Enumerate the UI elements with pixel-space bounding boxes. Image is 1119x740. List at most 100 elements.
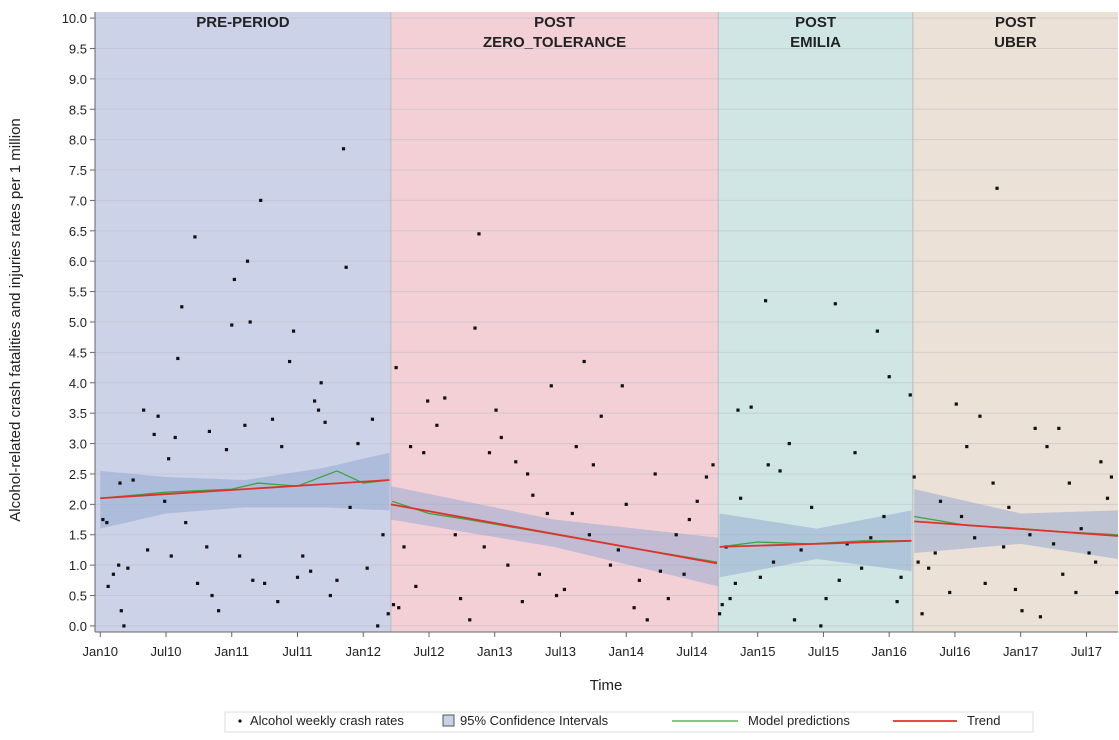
data-point bbox=[205, 545, 209, 549]
confidence-band bbox=[100, 452, 390, 529]
y-tick-label: 1.0 bbox=[69, 558, 87, 573]
y-axis-title: Alcohol-related crash fatalities and inj… bbox=[7, 118, 24, 522]
data-point bbox=[720, 603, 724, 607]
data-point bbox=[506, 563, 510, 567]
data-point bbox=[169, 554, 173, 558]
confidence-band bbox=[914, 489, 1118, 560]
legend-box bbox=[224, 711, 1034, 733]
data-point bbox=[152, 432, 156, 437]
data-point bbox=[875, 329, 879, 333]
period-label: EMILIA bbox=[790, 34, 841, 51]
data-point bbox=[912, 475, 916, 479]
y-tick-label: 1.5 bbox=[69, 528, 87, 543]
data-point bbox=[335, 578, 339, 582]
data-point bbox=[1094, 560, 1098, 564]
x-tick-label: Jan16 bbox=[871, 644, 906, 659]
data-point bbox=[443, 396, 447, 400]
data-point bbox=[973, 536, 977, 540]
data-point bbox=[402, 545, 406, 549]
data-point bbox=[482, 545, 486, 549]
data-point bbox=[728, 596, 732, 601]
data-point bbox=[167, 457, 171, 461]
data-point bbox=[899, 575, 903, 579]
legend-label: Alcohol weekly crash rates bbox=[250, 713, 404, 728]
x-tick-label: Jul12 bbox=[413, 644, 444, 659]
data-point bbox=[682, 572, 686, 576]
data-point bbox=[365, 566, 369, 570]
data-point bbox=[599, 414, 603, 418]
data-point bbox=[259, 198, 263, 203]
data-point bbox=[845, 542, 849, 546]
data-point bbox=[348, 505, 352, 509]
data-point bbox=[238, 554, 242, 558]
data-point bbox=[549, 384, 553, 388]
data-point bbox=[824, 596, 828, 601]
data-point bbox=[376, 624, 380, 628]
data-point bbox=[1061, 572, 1065, 576]
data-point bbox=[1051, 542, 1056, 546]
data-point bbox=[653, 472, 657, 476]
data-point bbox=[674, 533, 678, 537]
data-point bbox=[232, 277, 236, 282]
data-point bbox=[591, 463, 595, 467]
data-point bbox=[224, 448, 229, 452]
data-point bbox=[616, 548, 620, 552]
y-tick-label: 5.0 bbox=[69, 315, 87, 330]
data-point bbox=[477, 232, 481, 236]
data-point bbox=[207, 429, 211, 434]
legend-symbol bbox=[238, 719, 242, 723]
data-point bbox=[458, 596, 463, 601]
data-point bbox=[468, 618, 472, 622]
data-point bbox=[499, 435, 503, 440]
data-point bbox=[1020, 609, 1024, 613]
data-point bbox=[882, 514, 886, 519]
data-point bbox=[381, 533, 385, 537]
data-point bbox=[526, 472, 530, 476]
data-point bbox=[1007, 505, 1011, 509]
data-point bbox=[736, 408, 740, 412]
data-point bbox=[487, 451, 492, 455]
line-model bbox=[100, 470, 390, 499]
data-point bbox=[319, 381, 323, 385]
line-trend bbox=[100, 479, 390, 500]
data-point bbox=[101, 517, 105, 522]
data-point bbox=[243, 423, 247, 427]
period-label: ZERO_TOLERANCE bbox=[483, 34, 626, 51]
line-trend bbox=[914, 520, 1119, 537]
period-label: POST bbox=[534, 14, 575, 31]
data-point bbox=[280, 445, 284, 449]
data-point bbox=[948, 590, 952, 595]
x-tick-label: Jan17 bbox=[1003, 644, 1038, 659]
data-point bbox=[965, 445, 969, 449]
data-point bbox=[637, 578, 641, 582]
data-point bbox=[666, 596, 670, 601]
data-point bbox=[574, 445, 578, 449]
data-point bbox=[195, 581, 200, 585]
data-point bbox=[787, 441, 791, 446]
y-tick-label: 10.0 bbox=[62, 11, 87, 26]
data-point bbox=[323, 420, 327, 424]
data-point bbox=[938, 499, 943, 503]
data-point bbox=[1013, 587, 1018, 592]
data-point bbox=[422, 451, 426, 455]
data-point bbox=[537, 572, 542, 576]
data-point bbox=[316, 408, 321, 412]
line-trend bbox=[390, 503, 718, 565]
data-point bbox=[426, 399, 430, 403]
data-point bbox=[1045, 445, 1049, 449]
line-trend bbox=[719, 539, 912, 548]
data-point bbox=[301, 554, 305, 558]
data-point bbox=[173, 435, 177, 440]
data-point bbox=[1105, 496, 1110, 500]
data-point bbox=[105, 520, 109, 525]
x-tick-label: Jul13 bbox=[545, 644, 576, 659]
data-point bbox=[869, 536, 873, 540]
data-point bbox=[230, 323, 234, 327]
y-tick-label: 2.5 bbox=[69, 467, 87, 482]
data-point bbox=[341, 147, 346, 151]
data-point bbox=[514, 460, 518, 464]
data-point bbox=[632, 606, 636, 610]
data-point bbox=[473, 326, 477, 330]
y-tick-label: 3.0 bbox=[69, 437, 87, 452]
